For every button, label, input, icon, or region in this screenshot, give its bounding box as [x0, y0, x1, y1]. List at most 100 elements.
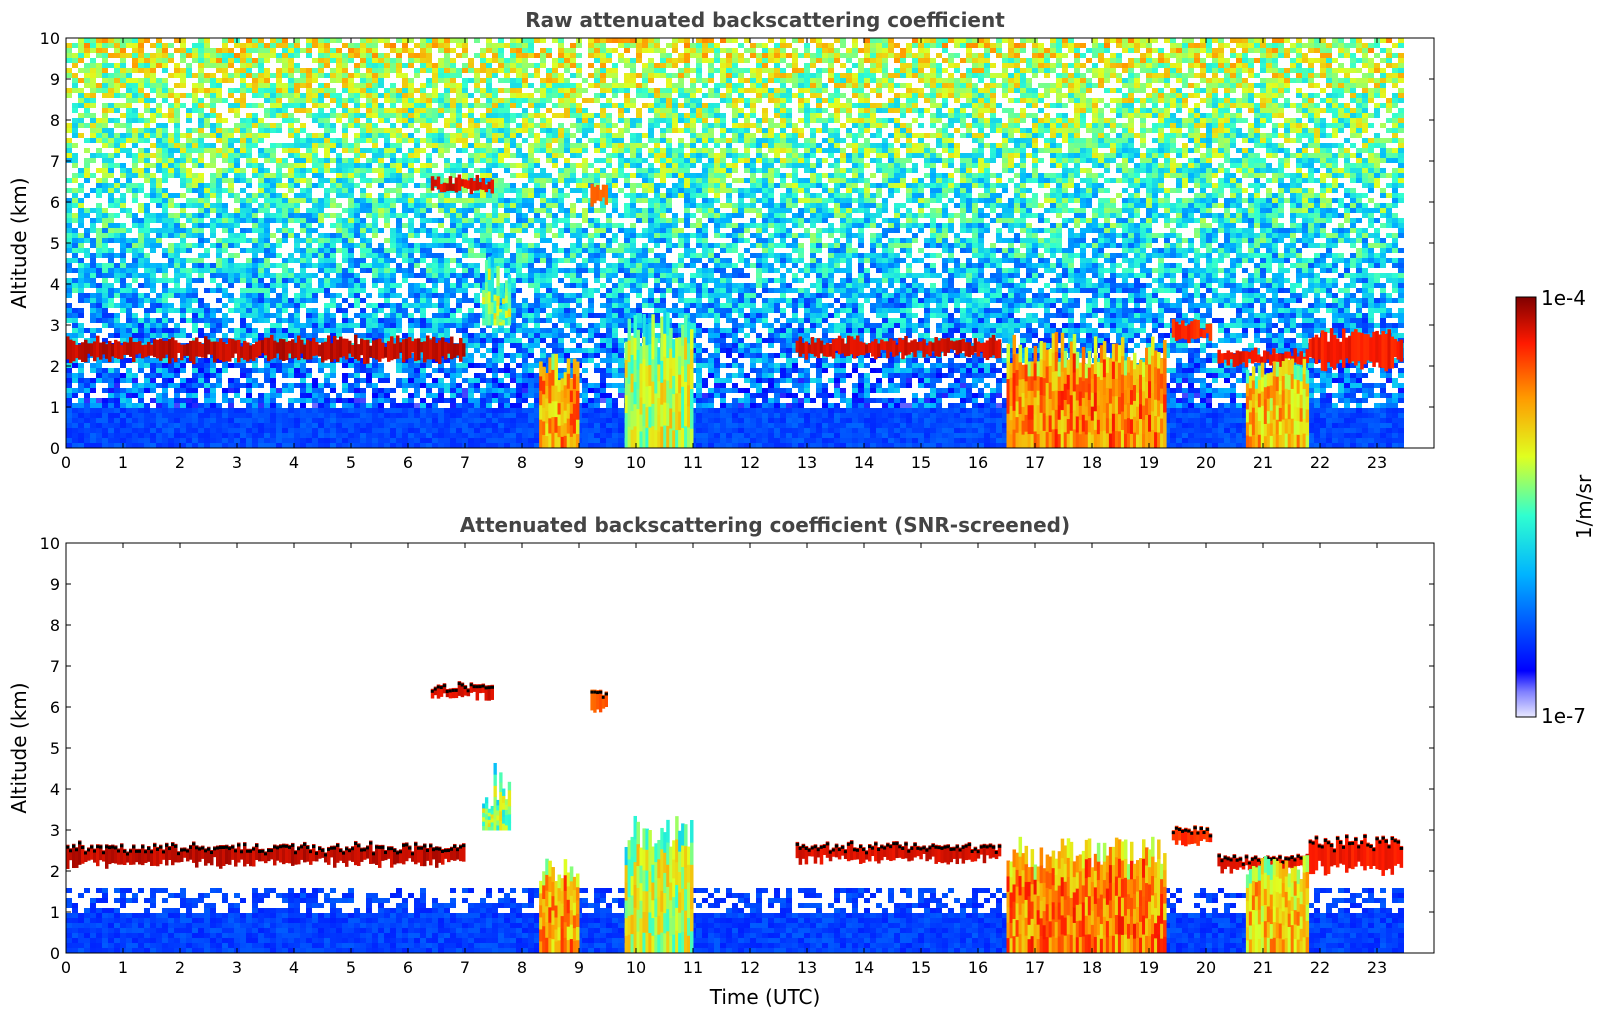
- heatmap-feature-layer: [66, 334, 466, 365]
- heatmap-feature-layer: [1308, 328, 1404, 372]
- heatmap-feature-layer: [795, 840, 1002, 865]
- y-tick-label: 4: [50, 780, 60, 799]
- heatmap-feature-column: [624, 815, 694, 953]
- colorbar-gradient: [1515, 296, 1537, 718]
- x-tick-label: 6: [403, 958, 413, 977]
- y-tick-label: 8: [50, 616, 60, 635]
- y-tick-label: 0: [50, 439, 60, 458]
- colorbar-unit-label: 1/m/sr: [1572, 474, 1596, 539]
- x-tick-label: 23: [1367, 958, 1387, 977]
- x-tick-label: 1: [118, 453, 128, 472]
- x-tick-label: 21: [1253, 453, 1273, 472]
- x-tick-label: 19: [1139, 958, 1159, 977]
- x-tick-label: 18: [1082, 453, 1102, 472]
- y-tick-label: 5: [50, 739, 60, 758]
- x-tick-label: 22: [1310, 453, 1330, 472]
- colorbar: 1e-4 1e-7 1/m/sr: [1515, 286, 1596, 728]
- x-tick-label: 1: [118, 958, 128, 977]
- heatmap-background: [66, 38, 1404, 448]
- x-tick-label: 11: [683, 453, 703, 472]
- x-tick-label: 4: [289, 453, 299, 472]
- x-tick-label: 2: [175, 453, 185, 472]
- x-tick-label: 8: [517, 958, 527, 977]
- x-tick-label: 18: [1082, 958, 1102, 977]
- panel-screened-title: Attenuated backscattering coefficient (S…: [460, 513, 1070, 537]
- panel-screened-ylabel: Altitude (km): [7, 682, 31, 813]
- y-tick-label: 2: [50, 357, 60, 376]
- heatmap-feature-layer: [1308, 833, 1404, 876]
- y-tick-label: 0: [50, 944, 60, 963]
- heatmap-feature-column: [1006, 836, 1167, 953]
- x-tick-label: 15: [911, 453, 931, 472]
- x-tick-label: 10: [626, 453, 646, 472]
- heatmap-feature-layer: [590, 689, 608, 713]
- x-tick-label: 15: [911, 958, 931, 977]
- y-tick-label: 9: [50, 575, 60, 594]
- y-tick-label: 7: [50, 152, 60, 171]
- y-tick-label: 6: [50, 698, 60, 717]
- x-tick-label: 16: [968, 958, 988, 977]
- y-tick-label: 9: [50, 70, 60, 89]
- heatmap-feature-column: [624, 310, 694, 448]
- x-tick-label: 9: [574, 453, 584, 472]
- x-tick-label: 0: [61, 958, 71, 977]
- x-tick-label: 14: [854, 958, 874, 977]
- x-tick-label: 5: [346, 958, 356, 977]
- y-tick-label: 8: [50, 111, 60, 130]
- y-tick-label: 1: [50, 903, 60, 922]
- x-tick-label: 3: [232, 958, 242, 977]
- x-tick-label: 9: [574, 958, 584, 977]
- x-tick-label: 17: [1025, 453, 1045, 472]
- x-tick-label: 4: [289, 958, 299, 977]
- panel-screened-ticks: 0 1 2 3 4 5 6 7 8 9 10 11 12 13 14 15 16 17 18 19 20 21 22 2301…: [40, 534, 1434, 977]
- panel-screened: Attenuated backscattering coefficient (S…: [7, 513, 1435, 1009]
- panel-screened-heatmap: [66, 681, 1404, 953]
- x-tick-label: 5: [346, 453, 356, 472]
- heatmap-feature-column: [1006, 332, 1167, 448]
- panel-raw-title: Raw attenuated backscattering coefficien…: [525, 8, 1005, 32]
- x-tick-label: 23: [1367, 453, 1387, 472]
- panel-screened-xlabel: Time (UTC): [709, 985, 821, 1009]
- heatmap-feature-column: [1245, 358, 1310, 448]
- x-tick-label: 19: [1139, 453, 1159, 472]
- heatmap-feature-layer: [430, 681, 494, 701]
- x-tick-label: 20: [1196, 958, 1216, 977]
- y-tick-label: 6: [50, 193, 60, 212]
- x-tick-label: 12: [740, 453, 760, 472]
- y-tick-label: 4: [50, 275, 60, 294]
- x-tick-label: 20: [1196, 453, 1216, 472]
- x-tick-label: 6: [403, 453, 413, 472]
- heatmap-feature-column: [1245, 855, 1310, 953]
- heatmap-feature-layer: [1171, 318, 1213, 344]
- x-tick-label: 16: [968, 453, 988, 472]
- heatmap-feature-layer: [430, 174, 494, 195]
- x-tick-label: 0: [61, 453, 71, 472]
- x-tick-label: 22: [1310, 958, 1330, 977]
- x-tick-label: 13: [797, 958, 817, 977]
- y-tick-label: 1: [50, 398, 60, 417]
- x-tick-label: 10: [626, 958, 646, 977]
- x-tick-label: 21: [1253, 958, 1273, 977]
- panel-screened-plot-area: [66, 681, 1404, 953]
- y-tick-label: 5: [50, 234, 60, 253]
- x-tick-label: 8: [517, 453, 527, 472]
- y-tick-label: 2: [50, 862, 60, 881]
- x-tick-label: 2: [175, 958, 185, 977]
- panel-raw-plot-area: [66, 38, 1404, 448]
- panel-raw: Raw attenuated backscattering coefficien…: [7, 8, 1435, 472]
- x-tick-label: 17: [1025, 958, 1045, 977]
- heatmap-feature-column: [539, 858, 580, 953]
- y-tick-label: 10: [40, 29, 60, 48]
- heatmap-feature-layer: [590, 183, 608, 207]
- x-tick-label: 11: [683, 958, 703, 977]
- y-tick-label: 3: [50, 316, 60, 335]
- colorbar-min-label: 1e-7: [1541, 704, 1586, 728]
- panel-raw-heatmap: [66, 38, 1404, 448]
- heatmap-feature-layer: [66, 840, 466, 869]
- x-tick-label: 12: [740, 958, 760, 977]
- heatmap-feature-column: [482, 255, 512, 326]
- y-tick-label: 3: [50, 821, 60, 840]
- x-tick-label: 13: [797, 453, 817, 472]
- y-tick-label: 7: [50, 657, 60, 676]
